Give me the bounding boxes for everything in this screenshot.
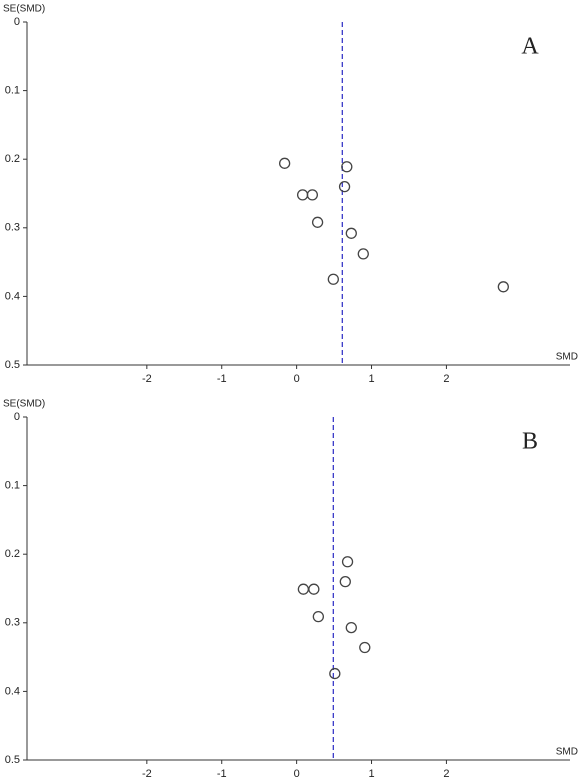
study-point [311, 216, 324, 228]
y-tick-label: 0.3 [5, 222, 20, 234]
y-tick-label: 0.5 [5, 359, 20, 371]
study-point [296, 189, 309, 201]
x-tick-label: -1 [217, 373, 227, 385]
x-axis-label: SMD [556, 747, 578, 758]
y-tick-label: 0.2 [5, 153, 20, 165]
x-tick-label: -1 [217, 768, 227, 780]
y-tick-label: 0.2 [5, 548, 20, 560]
y-tick-label: 0.4 [5, 685, 20, 697]
y-tick-label: 0.5 [5, 754, 20, 766]
y-axis-label: SE(SMD) [3, 4, 45, 15]
y-tick-label: 0.1 [5, 480, 20, 492]
study-point [297, 583, 310, 595]
study-point [341, 161, 353, 173]
y-tick-label: 0 [14, 411, 20, 423]
y-tick-label: 0.3 [5, 617, 20, 629]
study-point [312, 610, 324, 623]
x-tick-label: 1 [368, 768, 374, 780]
study-point [497, 281, 509, 293]
y-tick-label: 0.1 [5, 85, 20, 97]
y-axis-label: SE(SMD) [3, 399, 45, 410]
study-point [278, 157, 291, 169]
x-tick-label: 0 [294, 768, 300, 780]
x-axis-label: SMD [556, 352, 578, 363]
x-tick-label: 2 [443, 768, 449, 780]
study-point [345, 621, 357, 634]
x-tick-label: 1 [368, 373, 374, 385]
study-point [308, 583, 320, 595]
study-point [357, 248, 369, 260]
study-point [345, 227, 357, 239]
x-tick-label: -2 [142, 768, 152, 780]
y-tick-label: 0.4 [5, 290, 20, 302]
panel-label: A [521, 34, 539, 60]
study-point [329, 667, 341, 680]
study-point [359, 641, 371, 654]
study-point [341, 556, 354, 568]
y-tick-label: 0 [14, 16, 20, 28]
study-point [306, 189, 319, 201]
study-point [327, 273, 339, 285]
x-tick-label: 2 [443, 373, 449, 385]
study-point [338, 180, 351, 193]
x-tick-label: 0 [294, 373, 300, 385]
study-point [339, 575, 351, 588]
x-tick-label: -2 [142, 373, 152, 385]
panel-label: B [522, 429, 538, 455]
